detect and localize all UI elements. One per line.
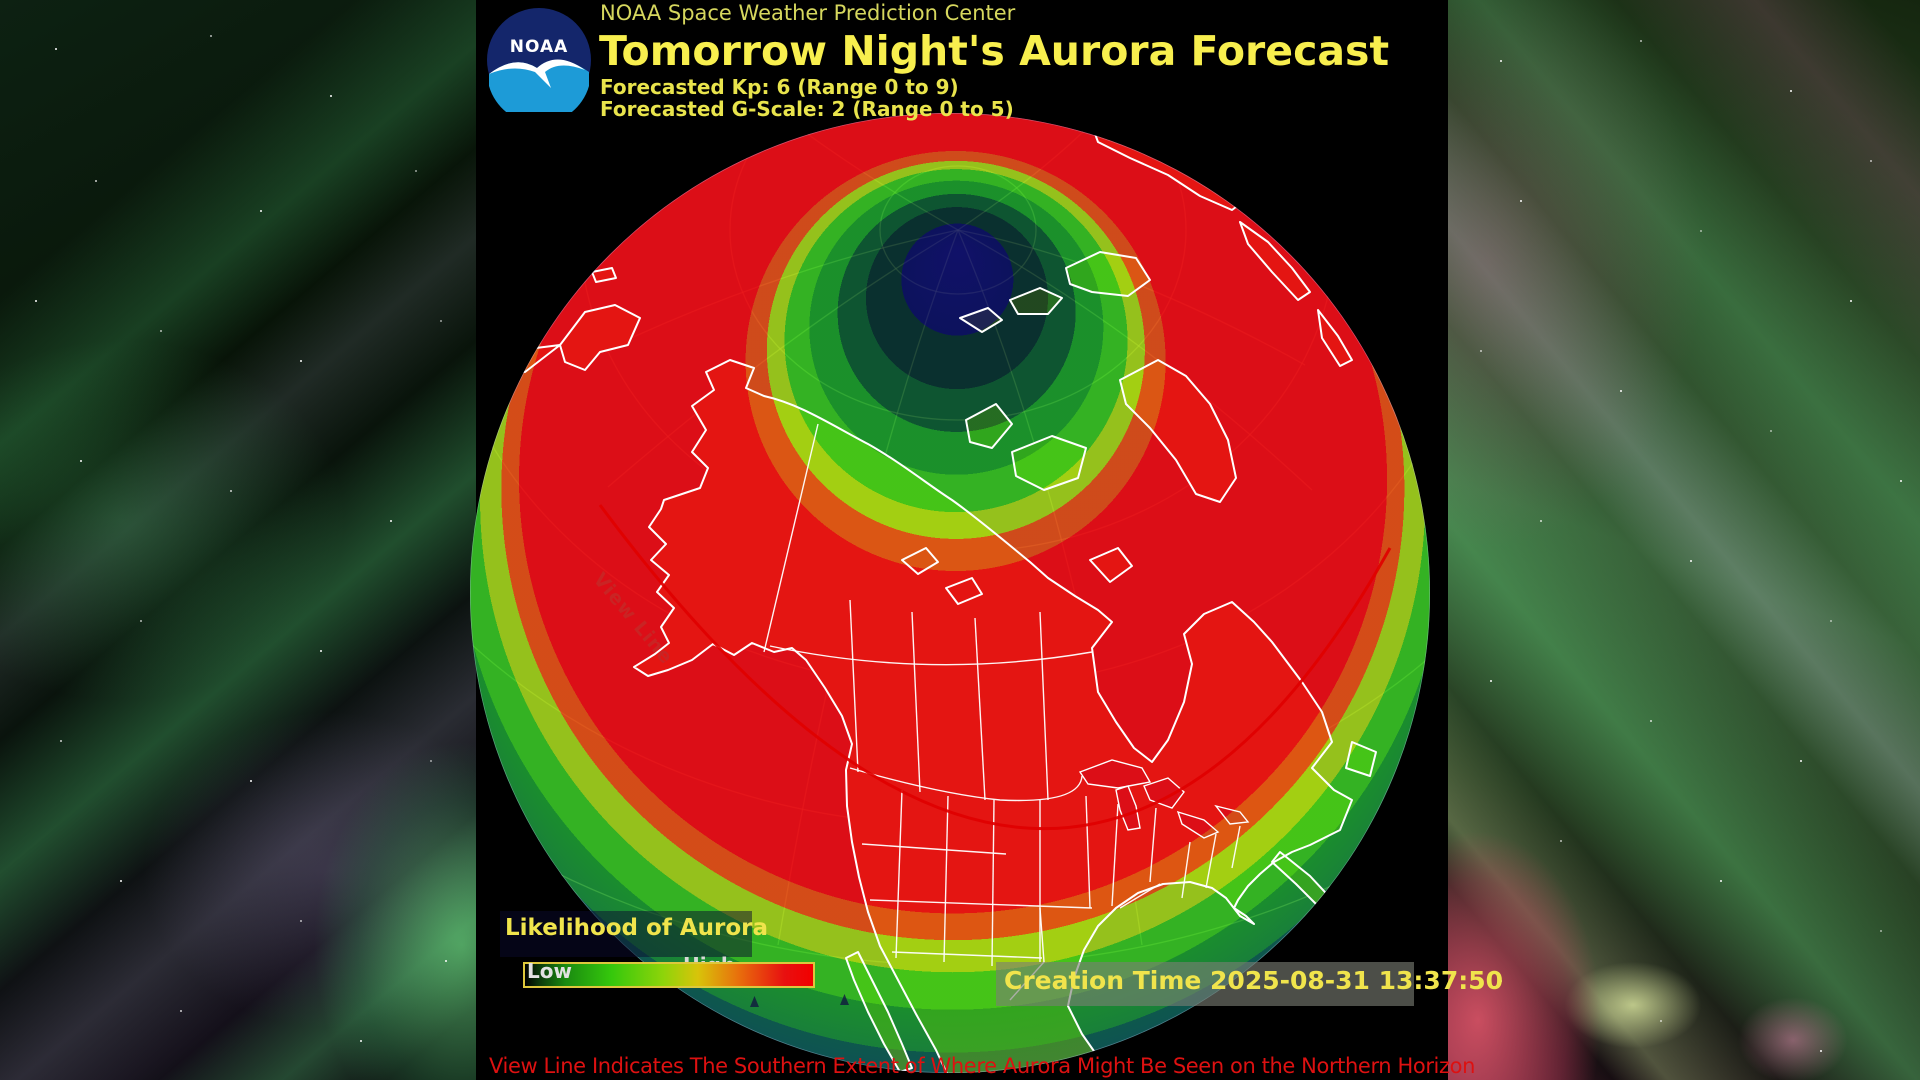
legend-backdrop <box>500 911 752 957</box>
colorbar-tick <box>840 994 849 1005</box>
legend-low-label: Low <box>527 959 572 983</box>
noaa-logo-text: NOAA <box>510 37 569 57</box>
view-line <box>598 504 1392 831</box>
likelihood-colorbar <box>523 962 815 988</box>
background-aurora-photo-left <box>0 0 476 1080</box>
colorbar-tick <box>750 996 759 1007</box>
noaa-logo: NOAA <box>487 8 591 112</box>
footer-note: View Line Indicates The Southern Extent … <box>489 1054 1475 1078</box>
background-aurora-photo-right <box>1448 0 1920 1080</box>
creation-time-box <box>996 962 1414 1006</box>
creation-time-text: Creation Time 2025-08-31 13:37:50 <box>1004 966 1504 995</box>
forecast-kp-line: Forecasted Kp: 6 (Range 0 to 9) <box>600 75 959 99</box>
legend-title: Likelihood of Aurora <box>505 915 769 941</box>
forecast-gscale-line: Forecasted G-Scale: 2 (Range 0 to 5) <box>600 97 1014 121</box>
agency-name: NOAA Space Weather Prediction Center <box>600 1 1016 25</box>
page-title: Tomorrow Night's Aurora Forecast <box>599 27 1390 75</box>
